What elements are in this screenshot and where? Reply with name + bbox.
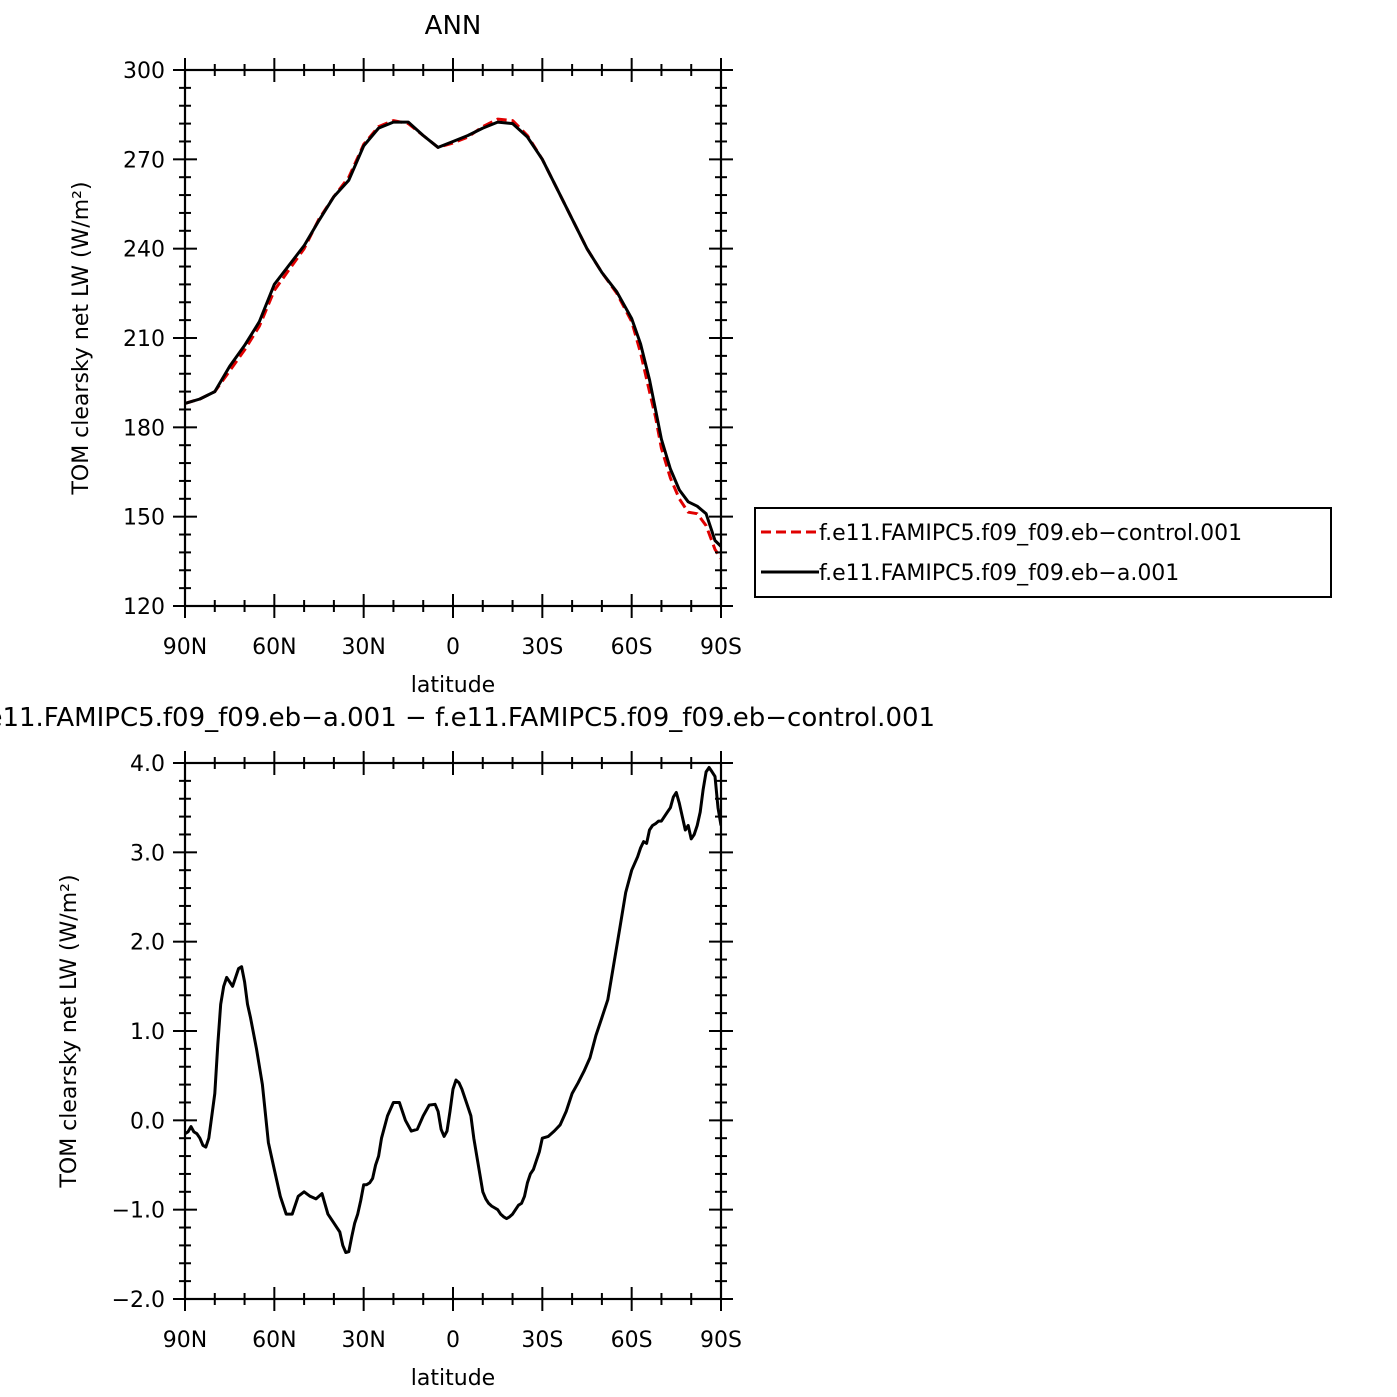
legend-entry-0: f.e11.FAMIPC5.f09_f09.eb−control.001 [819, 521, 1242, 546]
y-axis-label: TOM clearsky net LW (W/m²) [69, 181, 94, 495]
x-tick-label: 0 [446, 635, 460, 660]
x-axis-label: latitude [411, 1366, 495, 1391]
y-tick-label: 120 [123, 595, 165, 620]
plot-frame [183, 761, 723, 1301]
x-tick-label: 90N [163, 1328, 207, 1353]
y-tick-label: 0.0 [130, 1109, 165, 1134]
y-tick-label: 4.0 [130, 752, 165, 777]
legend-entry-1: f.e11.FAMIPC5.f09_f09.eb−a.001 [819, 561, 1179, 586]
x-tick-label: 30N [341, 1328, 385, 1353]
series-line-1 [185, 120, 721, 548]
panel-bottom: f.e11.FAMIPC5.f09_f09.eb−a.001 − f.e11.F… [0, 703, 935, 1391]
series-line-0 [185, 766, 721, 1254]
x-tick-label: 90S [700, 635, 742, 660]
chart-title: ANN [425, 11, 482, 41]
legend-box [754, 507, 1332, 598]
y-tick-label: 210 [123, 327, 165, 352]
x-tick-label: 30S [521, 1328, 563, 1353]
y-tick-label: −1.0 [112, 1199, 165, 1224]
y-tick-label: 150 [123, 506, 165, 531]
y-tick-label: 240 [123, 238, 165, 263]
plot-frame [183, 68, 723, 608]
x-axis-label: latitude [411, 673, 495, 698]
y-tick-label: 3.0 [130, 841, 165, 866]
x-tick-label: 0 [446, 1328, 460, 1353]
x-tick-label: 90N [163, 635, 207, 660]
y-axis-label: TOM clearsky net LW (W/m²) [57, 874, 82, 1188]
x-tick-label: 60N [252, 1328, 296, 1353]
x-tick-label: 60S [611, 1328, 653, 1353]
x-tick-label: 90S [700, 1328, 742, 1353]
chart-title: f.e11.FAMIPC5.f09_f09.eb−a.001 − f.e11.F… [0, 703, 935, 733]
y-tick-label: 2.0 [130, 931, 165, 956]
y-tick-label: 270 [123, 148, 165, 173]
x-tick-label: 30N [341, 635, 385, 660]
y-tick-label: 300 [123, 59, 165, 84]
x-tick-label: 60N [252, 635, 296, 660]
panel-top: ANN 120 150 180 210 240 270 300 90N 60N 30N 0 30S 60S… [69, 11, 1332, 698]
series-line-0 [185, 117, 721, 560]
y-tick-label: 180 [123, 416, 165, 441]
x-tick-label: 60S [611, 635, 653, 660]
x-tick-label: 30S [521, 635, 563, 660]
y-tick-label: −2.0 [112, 1288, 165, 1313]
y-tick-label: 1.0 [130, 1020, 165, 1045]
